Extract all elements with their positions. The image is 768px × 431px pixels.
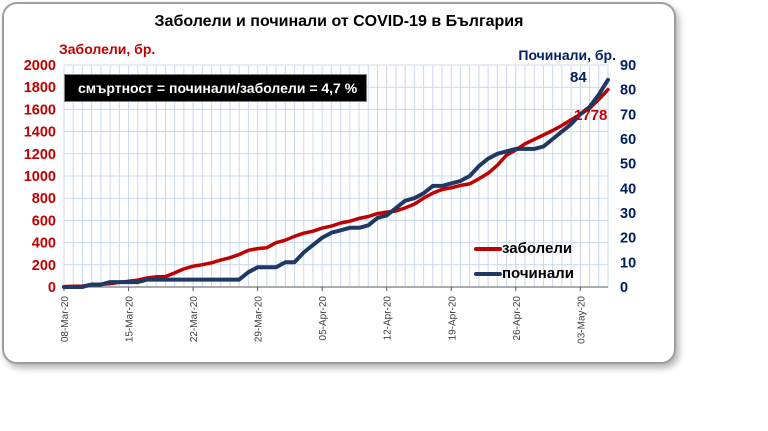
left-tick-label: 1800	[24, 80, 56, 96]
left-tick-label: 1200	[24, 147, 56, 163]
right-tick-label: 0	[620, 280, 628, 296]
right-tick-label: 30	[620, 206, 636, 222]
x-tick-label: 08-Mar-20	[60, 296, 71, 343]
cases-end-value-label: 1778	[574, 107, 608, 124]
deaths-end-value-label: 84	[570, 69, 587, 86]
right-tick-label: 40	[620, 181, 636, 197]
left-tick-label: 800	[32, 191, 56, 207]
chart-canvas: 08-Mar-20 15-Mar-20 22-Mar-20 29-Mar-20 05-A…	[24, 58, 636, 344]
chart-legend: заболели починали	[474, 240, 574, 282]
right-tick-label: 20	[620, 231, 636, 247]
legend-item-deaths: починали	[474, 265, 574, 282]
chart-panel: Заболели и починали от COVID-19 в Българ…	[2, 2, 676, 364]
left-tick-label: 600	[32, 213, 56, 229]
x-tick-label: 19-Apr-20	[447, 296, 458, 341]
right-tick-label: 50	[620, 157, 636, 173]
deaths-line	[62, 77, 610, 289]
deaths-line-sample	[474, 271, 502, 276]
legend-label-deaths: починали	[502, 265, 574, 282]
legend-label-cases: заболели	[502, 240, 573, 257]
chart-title: Заболели и починали от COVID-19 в Българ…	[154, 13, 524, 30]
right-tick-label: 70	[620, 107, 636, 123]
x-tick-label: 22-Mar-20	[189, 296, 200, 343]
left-tick-label: 0	[48, 280, 56, 296]
left-tick-label: 400	[32, 236, 56, 252]
x-tick-label: 05-Apr-20	[318, 296, 329, 341]
left-tick-label: 1600	[24, 102, 56, 118]
left-axis-title: Заболели, бр.	[59, 41, 156, 57]
cases-line-sample	[474, 246, 502, 251]
legend-item-cases: заболели	[474, 240, 574, 257]
x-tick-label: 26-Apr-20	[512, 296, 523, 341]
mortality-annotation: смъртност = починали/заболели = 4,7 %	[64, 74, 367, 102]
right-tick-label: 10	[620, 255, 636, 271]
right-tick-label: 60	[620, 132, 636, 148]
right-tick-label: 80	[620, 83, 636, 99]
left-tick-label: 1000	[24, 169, 56, 185]
left-tick-label: 2000	[24, 58, 56, 74]
left-tick-label: 1400	[24, 125, 56, 141]
x-tick-label: 15-Mar-20	[125, 296, 136, 343]
left-tick-label: 200	[32, 258, 56, 274]
right-tick-label: 90	[620, 58, 636, 74]
right-axis-title: Починали, бр.	[518, 47, 616, 63]
x-tick-label: 03-May-20	[576, 296, 587, 344]
x-tick-label: 12-Apr-20	[383, 296, 394, 341]
x-tick-label: 29-Mar-20	[254, 296, 265, 343]
